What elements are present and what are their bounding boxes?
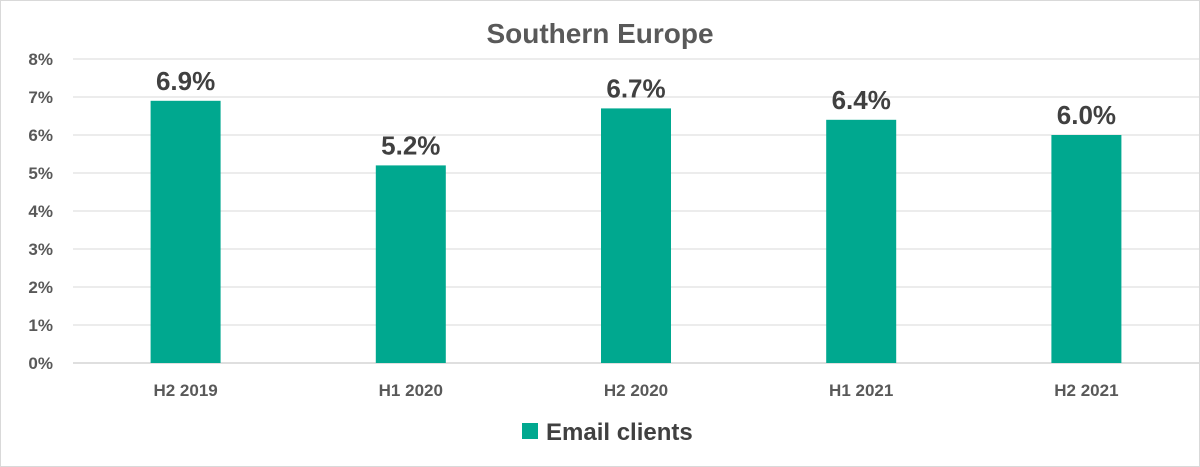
legend-label: Email clients [546, 419, 693, 446]
legend: Email clients [522, 419, 693, 446]
y-tick-label: 7% [28, 88, 53, 107]
data-label: 5.2% [381, 130, 440, 160]
data-label: 6.9% [156, 66, 215, 96]
y-tick-label: 5% [28, 164, 53, 183]
y-tick-label: 2% [28, 278, 53, 297]
x-tick-label: H1 2020 [379, 381, 443, 400]
y-axis-ticks: 0% 1% 2% 3% 4% 5% 6% 7% 8% [28, 50, 53, 373]
bar-h2-2019 [150, 100, 221, 364]
y-tick-label: 4% [28, 202, 53, 221]
data-label: 6.0% [1057, 100, 1116, 130]
y-tick-label: 6% [28, 126, 53, 145]
bar-h2-2020 [601, 108, 671, 364]
bar-h2-2021 [1051, 135, 1122, 363]
y-tick-label: 8% [28, 50, 53, 69]
bar-h1-2020 [375, 165, 446, 363]
data-label: 6.4% [832, 85, 891, 115]
bar-h1-2021 [826, 119, 897, 363]
bars [150, 100, 1122, 364]
legend-swatch [522, 423, 538, 439]
chart-title: Southern Europe [486, 18, 713, 49]
data-labels: 6.9% 5.2% 6.7% 6.4% 6.0% [156, 66, 1116, 161]
x-tick-label: H2 2019 [153, 381, 217, 400]
x-axis-ticks: H2 2019 H1 2020 H2 2020 H1 2021 H2 2021 [153, 381, 1118, 400]
x-tick-label: H1 2021 [829, 381, 893, 400]
y-tick-label: 1% [28, 316, 53, 335]
x-tick-label: H2 2020 [604, 381, 668, 400]
data-label: 6.7% [606, 73, 665, 103]
y-tick-label: 0% [28, 354, 53, 373]
y-tick-label: 3% [28, 240, 53, 259]
x-tick-label: H2 2021 [1054, 381, 1118, 400]
